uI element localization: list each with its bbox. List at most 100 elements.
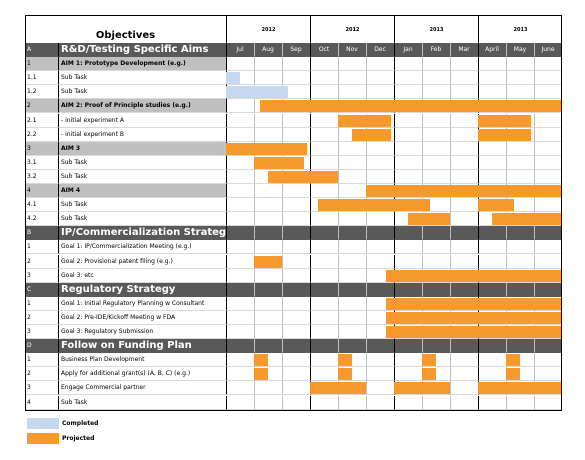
month-cell xyxy=(366,57,394,72)
row-id: A xyxy=(25,43,58,58)
month-cell xyxy=(422,240,450,255)
month-label: Oct xyxy=(318,46,330,53)
month-cell xyxy=(226,395,254,410)
month-cell xyxy=(338,325,366,340)
month-cell xyxy=(506,240,534,255)
month-cell xyxy=(450,113,478,128)
month-cell xyxy=(478,282,506,297)
month-cell xyxy=(282,282,310,297)
month-cell xyxy=(282,310,310,325)
month-cell xyxy=(310,43,338,58)
grid-right-border xyxy=(561,15,562,410)
month-cell xyxy=(310,367,338,382)
month-cell xyxy=(422,282,450,297)
month-cell xyxy=(254,184,282,199)
month-cell xyxy=(422,395,450,410)
month-cell xyxy=(506,71,534,86)
month-cell xyxy=(254,240,282,255)
month-cell xyxy=(254,339,282,354)
task-label: Goal 3: etc xyxy=(58,268,226,283)
month-cell xyxy=(394,155,422,170)
month-cell xyxy=(310,184,338,199)
month-cell xyxy=(310,141,338,156)
month-cell xyxy=(422,155,450,170)
month-cell xyxy=(450,339,478,354)
task-label: Goal 2: Provisional patent filing (e.g.) xyxy=(58,254,226,269)
month-cell xyxy=(338,310,366,325)
month-cell xyxy=(450,198,478,213)
row-id: 3.2 xyxy=(25,169,58,184)
month-cell xyxy=(450,240,478,255)
month-cell xyxy=(506,395,534,410)
month-cell xyxy=(534,71,562,86)
month-cell xyxy=(310,339,338,354)
section-title: Regulatory Strategy xyxy=(58,282,226,297)
section-title: Follow on Funding Plan xyxy=(58,339,226,354)
month-cell xyxy=(338,141,366,156)
month-cell xyxy=(394,141,422,156)
month-cell xyxy=(394,240,422,255)
month-cell xyxy=(254,268,282,283)
month-cell xyxy=(450,141,478,156)
row-id: 3 xyxy=(25,268,58,283)
month-cell xyxy=(310,127,338,142)
month-cell xyxy=(254,212,282,227)
month-cell xyxy=(394,226,422,241)
projected-bar xyxy=(366,185,562,198)
month-label: Sep xyxy=(290,46,302,53)
month-label: Jul xyxy=(236,46,244,53)
projected-bar xyxy=(338,368,352,381)
month-cell xyxy=(226,339,254,354)
month-cell xyxy=(338,282,366,297)
projected-bar xyxy=(478,128,532,141)
projected-bar xyxy=(254,368,268,381)
month-cell xyxy=(450,43,478,58)
row-id: 2 xyxy=(25,99,58,114)
month-cell xyxy=(338,169,366,184)
quarter-header: 2013 xyxy=(478,15,562,43)
month-cell xyxy=(478,155,506,170)
projected-bar xyxy=(506,354,520,367)
month-cell xyxy=(338,395,366,410)
task-label: Sub Task xyxy=(58,198,226,213)
month-cell xyxy=(282,127,310,142)
row-id: 1 xyxy=(25,353,58,368)
month-cell xyxy=(394,395,422,410)
objectives-heading: Objectives xyxy=(95,30,156,41)
month-cell xyxy=(450,226,478,241)
row-id: 3.1 xyxy=(25,155,58,170)
month-cell xyxy=(282,113,310,128)
task-label: Sub Task xyxy=(58,155,226,170)
month-cell xyxy=(534,395,562,410)
month-cell xyxy=(310,353,338,368)
month-cell xyxy=(226,268,254,283)
month-cell xyxy=(366,43,394,58)
month-cell xyxy=(226,226,254,241)
month-cell xyxy=(254,296,282,311)
month-cell xyxy=(394,71,422,86)
month-cell xyxy=(394,367,422,382)
month-cell xyxy=(310,57,338,72)
row-id: 4.2 xyxy=(25,212,58,227)
month-cell xyxy=(534,226,562,241)
row-id: 1.2 xyxy=(25,85,58,100)
section-title: R&D/Testing Specific Aims xyxy=(58,43,226,58)
month-cell xyxy=(226,113,254,128)
month-cell xyxy=(450,282,478,297)
month-cell xyxy=(254,395,282,410)
month-cell xyxy=(478,240,506,255)
completed-bar xyxy=(226,86,288,99)
month-cell xyxy=(226,296,254,311)
month-cell xyxy=(338,155,366,170)
row-id: 2.1 xyxy=(25,113,58,128)
month-cell xyxy=(478,339,506,354)
month-cell xyxy=(422,43,450,58)
month-cell xyxy=(506,169,534,184)
month-cell xyxy=(506,43,534,58)
projected-bar xyxy=(310,382,366,395)
month-cell xyxy=(450,71,478,86)
month-cell xyxy=(534,367,562,382)
month-cell xyxy=(534,339,562,354)
month-label: Jan xyxy=(403,46,413,53)
month-cell xyxy=(310,155,338,170)
